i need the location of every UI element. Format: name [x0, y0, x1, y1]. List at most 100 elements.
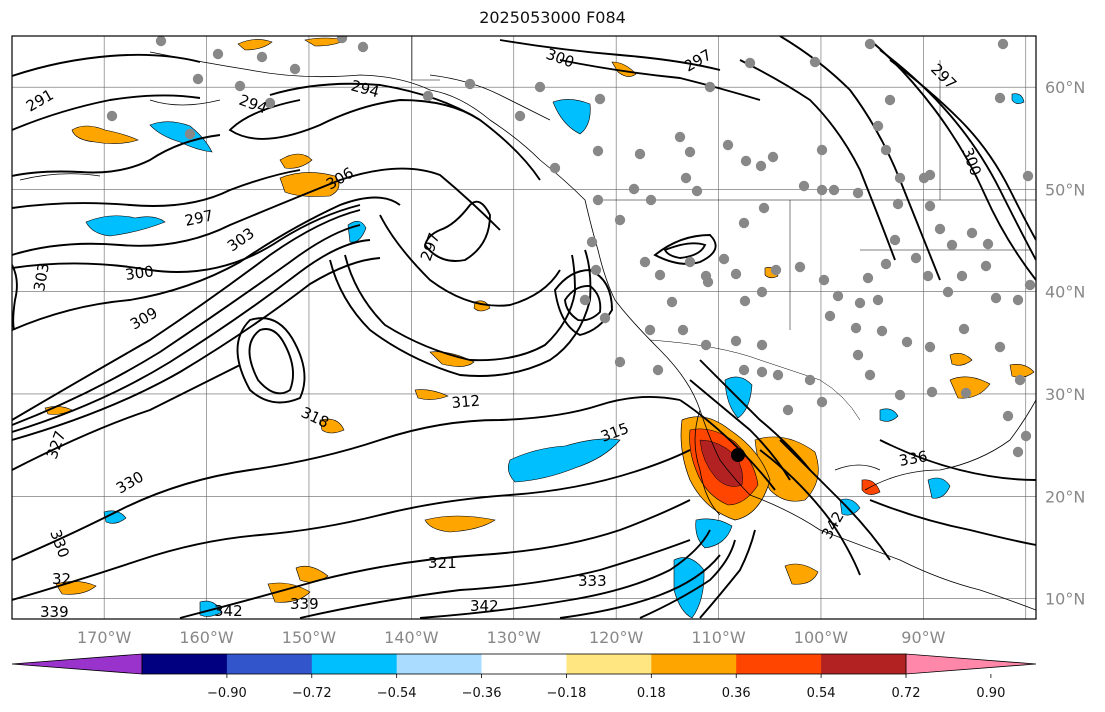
station-dot	[901, 336, 913, 348]
contour-label: 333	[578, 572, 607, 590]
negative-patch	[85, 215, 166, 237]
graticule	[12, 36, 1036, 619]
station-dot	[924, 169, 936, 181]
latitude-label: 40°N	[1045, 283, 1085, 302]
colorbar-bin	[396, 654, 483, 674]
station-dot	[614, 214, 626, 226]
station-dot	[982, 238, 994, 250]
positive-patch	[424, 515, 496, 533]
station-dot	[864, 38, 876, 50]
contour-label: 297	[183, 206, 215, 230]
station-dot	[1014, 374, 1026, 386]
positive-patch	[267, 582, 311, 603]
colorbar-tick-label: 0.54	[807, 686, 836, 701]
station-dot	[767, 151, 779, 163]
colorbar-bin	[566, 654, 652, 674]
station-dot	[924, 200, 936, 212]
negative-patch	[103, 510, 127, 524]
contour-label: 336	[898, 447, 929, 470]
station-dot	[586, 236, 598, 248]
station-dot	[1002, 410, 1014, 422]
station-dot	[756, 286, 768, 298]
latitude-label: 60°N	[1045, 78, 1085, 97]
station-dot	[684, 256, 696, 268]
station-dot	[854, 297, 866, 309]
contour-label: 300	[124, 262, 155, 284]
station-dot	[880, 144, 892, 156]
station-dot	[946, 239, 958, 251]
positive-patch	[319, 418, 345, 434]
negative-patch	[508, 438, 621, 483]
negative-patch	[927, 477, 951, 499]
positive-patch	[295, 565, 329, 583]
contour-label: 339	[290, 595, 319, 613]
longitude-label: 130°W	[487, 628, 542, 647]
colorbar-tick-label: 0.18	[637, 686, 666, 701]
station-dot	[892, 198, 904, 210]
station-dot	[674, 131, 686, 143]
colorbar-tick-label: −0.54	[377, 686, 417, 701]
station-dot	[730, 335, 742, 347]
storm-center-marker	[731, 448, 745, 462]
colorbar-extend-low	[11, 653, 143, 675]
colorbar-tick-label: 0.72	[892, 686, 921, 701]
station-dot	[850, 322, 862, 334]
station-dot	[852, 349, 864, 361]
station-dot	[876, 325, 888, 337]
longitude-label: 100°W	[794, 628, 849, 647]
station-dot	[336, 36, 348, 44]
station-dot	[654, 269, 666, 281]
colorbar-bin	[651, 654, 737, 674]
positive-patch	[949, 353, 973, 366]
station-dot	[590, 264, 602, 276]
station-dot	[862, 272, 874, 284]
station-dot	[730, 268, 742, 280]
positive-patch	[237, 39, 273, 51]
negative-patch	[695, 518, 733, 549]
station-dot	[816, 144, 828, 156]
station-dot	[922, 270, 934, 282]
coastlines	[19, 51, 1036, 611]
longitude-label: 140°W	[384, 628, 439, 647]
station-dot	[966, 227, 978, 239]
station-dot	[884, 94, 896, 106]
longitude-label: 170°W	[77, 628, 132, 647]
station-dot	[798, 180, 810, 192]
station-dot	[639, 256, 651, 268]
station-dot	[614, 356, 626, 368]
station-dot	[700, 270, 712, 282]
station-dot	[934, 223, 946, 235]
negative-patch	[673, 557, 705, 619]
negative-patch	[879, 408, 899, 422]
station-dot	[1020, 430, 1032, 442]
station-dot	[958, 323, 970, 335]
colorbar: −0.90 −0.72 −0.54 −0.36 −0.18 0.18 0.36 0.54 0.7…	[11, 653, 1037, 701]
colorbar-frame	[141, 653, 907, 675]
station-dot	[910, 252, 922, 264]
longitude-label: 160°W	[179, 628, 234, 647]
station-dot	[634, 148, 646, 160]
station-dot	[994, 341, 1006, 353]
station-dot	[740, 155, 752, 167]
station-dot	[804, 374, 816, 386]
station-dot	[534, 81, 546, 93]
station-dot	[824, 310, 836, 322]
station-dot	[980, 260, 992, 272]
station-dot	[832, 290, 844, 302]
station-dot	[990, 292, 1002, 304]
positive-patch	[784, 563, 819, 585]
station-dot	[718, 253, 730, 265]
station-dot	[818, 274, 830, 286]
station-dot	[212, 48, 224, 60]
longitude-label: 120°W	[589, 628, 644, 647]
colorbar-bin	[821, 654, 907, 674]
station-dot	[755, 160, 767, 172]
station-dot	[1012, 446, 1024, 458]
station-dot	[599, 312, 611, 324]
map-frame	[11, 35, 1037, 620]
latitude-label: 20°N	[1045, 487, 1085, 506]
longitude-label: 150°W	[282, 628, 337, 647]
station-dot	[770, 264, 782, 276]
station-dot	[794, 261, 806, 273]
